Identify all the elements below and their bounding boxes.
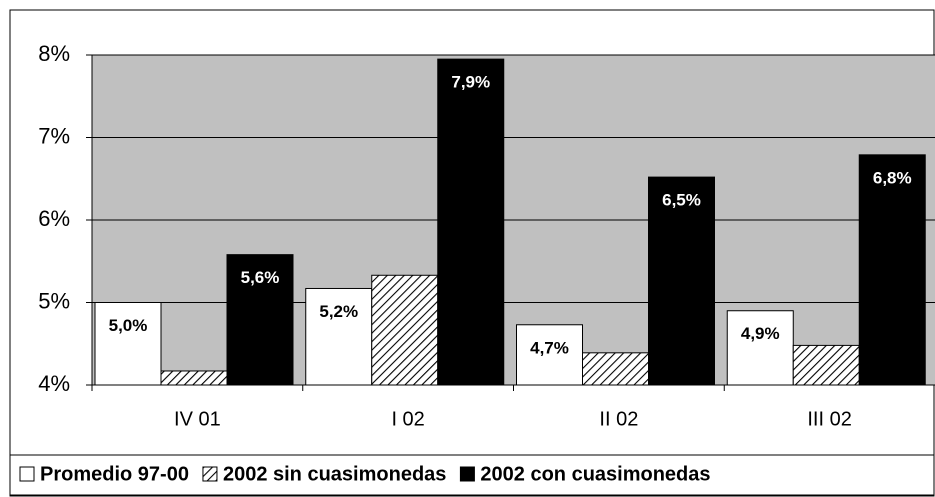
legend-swatch [459, 466, 475, 482]
value-label: 5,0% [109, 316, 148, 335]
bar [792, 344, 860, 386]
value-label: 4,9% [741, 324, 780, 343]
x-tick-label: III 02 [807, 408, 851, 430]
value-label: 5,2% [319, 302, 358, 321]
value-label: 6,8% [873, 168, 912, 187]
bar [648, 176, 715, 386]
legend-label: 2002 con cuasimonedas [480, 463, 710, 485]
legend-label: Promedio 97-00 [40, 463, 189, 485]
legend-swatch [19, 466, 35, 482]
x-tick-label: IV 01 [174, 408, 221, 430]
bar [160, 370, 228, 386]
value-label: 5,6% [241, 268, 280, 287]
y-tick-label: 4% [38, 371, 70, 396]
bar [858, 154, 926, 386]
y-tick-label: 8% [38, 41, 70, 66]
value-label: 4,7% [530, 338, 569, 357]
bar [726, 310, 794, 386]
bar [516, 324, 583, 386]
value-label: 7,9% [451, 73, 490, 92]
legend-label: 2002 sin cuasimonedas [223, 463, 446, 485]
legend-swatch [202, 466, 218, 482]
value-label: 6,5% [662, 191, 701, 210]
y-tick-label: 5% [38, 288, 70, 313]
y-tick-label: 7% [38, 123, 70, 148]
x-tick-label: II 02 [599, 408, 638, 430]
bar [226, 254, 294, 386]
bar [371, 274, 439, 386]
bar [94, 302, 162, 386]
x-tick-label: I 02 [391, 408, 424, 430]
bar [437, 58, 505, 386]
y-tick-label: 6% [38, 206, 70, 231]
bar [582, 352, 649, 386]
